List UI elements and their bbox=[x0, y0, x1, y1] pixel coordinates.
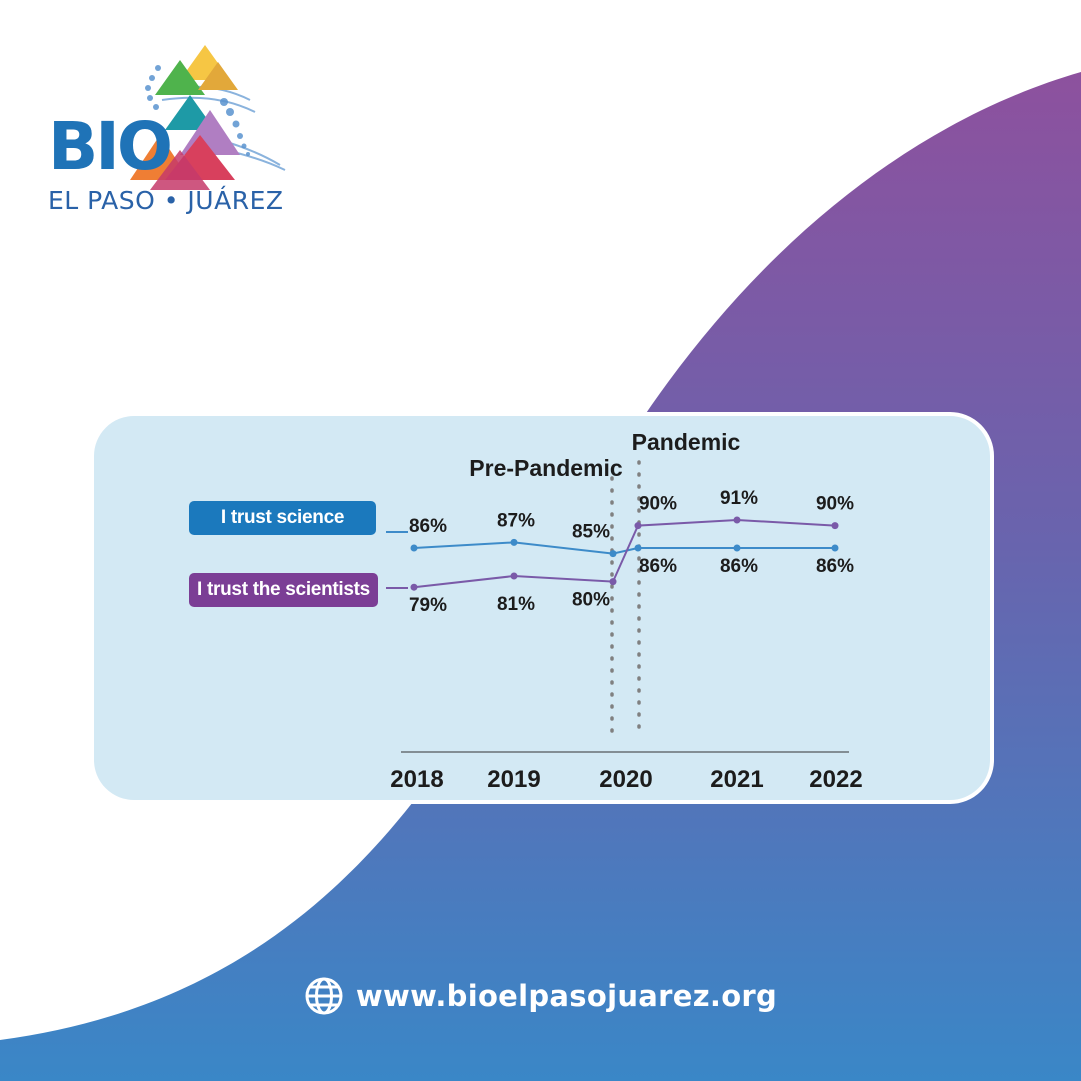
data-label: 86% bbox=[639, 556, 677, 577]
pandemic-label: Pandemic bbox=[632, 429, 741, 455]
legend-item-scientists: I trust the scientists bbox=[189, 573, 378, 607]
data-point bbox=[634, 544, 642, 552]
data-point bbox=[733, 516, 741, 524]
x-tick-label: 2022 bbox=[809, 766, 862, 793]
legend-item-science: I trust science bbox=[189, 501, 376, 535]
logo-wordmark: BIO bbox=[48, 108, 173, 185]
footer: www.bioelpasojuarez.org bbox=[0, 972, 1081, 1020]
series-line-1 bbox=[413, 518, 836, 589]
data-label: 90% bbox=[816, 494, 854, 515]
legend-label-scientists: I trust the scientists bbox=[197, 579, 370, 600]
data-label: 79% bbox=[409, 595, 447, 616]
data-label: 85% bbox=[572, 522, 610, 543]
x-tick-label: 2018 bbox=[390, 766, 443, 793]
data-point bbox=[510, 538, 518, 546]
logo-mountains-icon bbox=[130, 45, 286, 190]
data-label: 91% bbox=[720, 488, 758, 509]
data-label: 80% bbox=[572, 590, 610, 611]
chart-card bbox=[90, 412, 994, 804]
globe-icon bbox=[305, 977, 343, 1015]
series-layer: 86% 87% 85% 86% 86% 86% 79% 81% 80% 90% 91% 90% bbox=[409, 488, 854, 616]
data-label: 86% bbox=[720, 556, 758, 577]
data-label: 87% bbox=[497, 510, 535, 531]
x-tick-label: 2021 bbox=[710, 766, 763, 793]
data-label: 86% bbox=[816, 556, 854, 577]
data-point bbox=[609, 550, 617, 558]
data-point bbox=[831, 544, 839, 552]
data-point bbox=[733, 544, 741, 552]
logo-subtitle: EL PASO • JUÁREZ bbox=[48, 186, 284, 215]
data-point bbox=[831, 522, 839, 530]
data-label: 86% bbox=[409, 516, 447, 537]
x-tick-label: 2019 bbox=[487, 766, 540, 793]
legend-label-science: I trust science bbox=[220, 507, 345, 528]
logo: BIO EL PASO • JUÁREZ bbox=[40, 40, 300, 220]
website-link[interactable]: www.bioelpasojuarez.org bbox=[355, 979, 778, 1013]
data-point bbox=[634, 522, 642, 530]
data-point bbox=[410, 583, 418, 591]
series-line-0 bbox=[413, 541, 835, 555]
data-point bbox=[410, 544, 418, 552]
data-label: 90% bbox=[639, 494, 677, 515]
pre-pandemic-label: Pre-Pandemic bbox=[469, 455, 623, 481]
x-tick-label: 2020 bbox=[599, 766, 652, 793]
data-label: 81% bbox=[497, 594, 535, 615]
data-point bbox=[609, 578, 617, 586]
data-point bbox=[510, 572, 518, 580]
